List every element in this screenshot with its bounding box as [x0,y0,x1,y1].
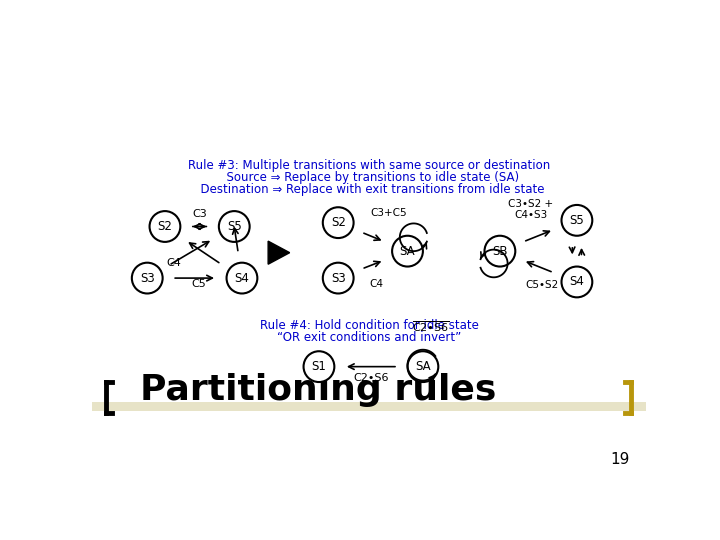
Text: 19: 19 [610,452,629,467]
Text: S3: S3 [140,272,155,285]
Text: Rule #4: Hold condition for idle state: Rule #4: Hold condition for idle state [260,319,478,332]
Circle shape [562,267,593,298]
Text: C3: C3 [192,209,207,219]
Text: “OR exit conditions and invert”: “OR exit conditions and invert” [277,331,461,344]
Text: S1: S1 [312,360,326,373]
Text: S3: S3 [330,272,346,285]
Text: C5: C5 [191,279,206,289]
Text: SA: SA [400,245,415,258]
Text: C2•S6: C2•S6 [354,373,389,383]
Circle shape [392,236,423,267]
Text: $\overline{\mathregular{C2{\bullet}S6}}$: $\overline{\mathregular{C2{\bullet}S6}}$ [412,320,449,334]
Text: C4: C4 [167,258,181,268]
Text: C3+C5: C3+C5 [371,208,408,218]
Text: SA: SA [415,360,431,373]
Circle shape [562,205,593,236]
Circle shape [132,262,163,294]
Circle shape [323,207,354,238]
Text: C5•S2: C5•S2 [526,280,559,291]
Text: Destination ⇒ Replace with exit transitions from idle state: Destination ⇒ Replace with exit transiti… [193,184,545,197]
Text: S5: S5 [227,220,242,233]
Text: S4: S4 [235,272,249,285]
Circle shape [219,211,250,242]
Polygon shape [268,241,289,264]
Circle shape [485,236,516,267]
Text: Rule #3: Multiple transitions with same source or destination: Rule #3: Multiple transitions with same … [188,159,550,172]
Circle shape [150,211,180,242]
Text: S2: S2 [330,216,346,229]
Text: S5: S5 [570,214,584,227]
Text: SB: SB [492,245,508,258]
Bar [92,402,647,411]
Circle shape [408,351,438,382]
Circle shape [323,262,354,294]
Text: Partitioning rules: Partitioning rules [140,374,496,408]
Circle shape [227,262,257,294]
Text: S2: S2 [158,220,172,233]
Circle shape [304,351,334,382]
Text: C3•S2 +
C4•S3: C3•S2 + C4•S3 [508,199,553,220]
Text: S4: S4 [570,275,585,288]
Text: Source ⇒ Replace by transitions to idle state (SA): Source ⇒ Replace by transitions to idle … [219,171,519,184]
Text: C4: C4 [369,279,383,289]
